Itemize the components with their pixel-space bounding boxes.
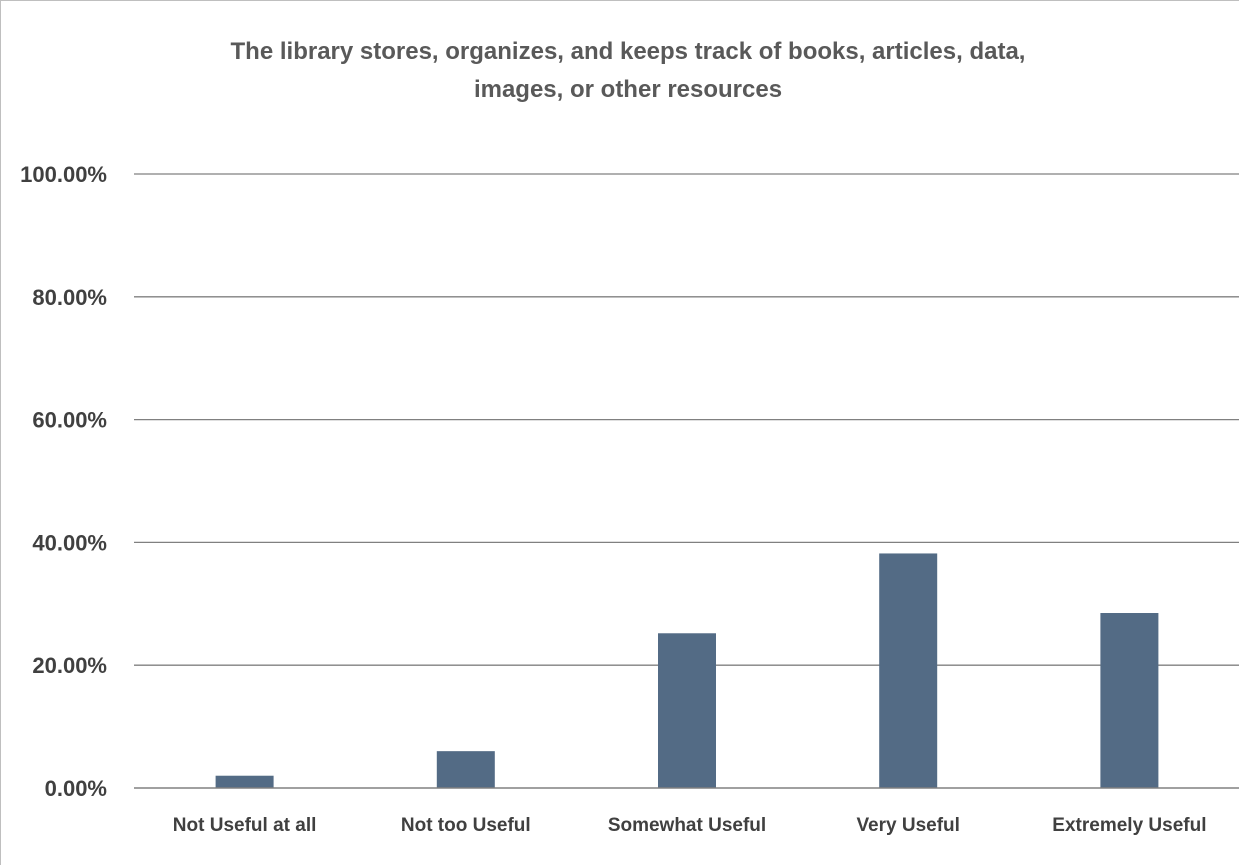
x-category-label: Extremely Useful bbox=[1052, 815, 1206, 836]
bars bbox=[215, 553, 1159, 788]
chart-title: The library stores, organizes, and keeps… bbox=[231, 38, 1026, 103]
chart-title-line-2: images, or other resources bbox=[474, 76, 782, 103]
bar bbox=[215, 775, 274, 788]
y-tick-label: 60.00% bbox=[32, 408, 107, 433]
x-axis-category-labels: Not Useful at all Not too Useful Somewhat … bbox=[173, 815, 1207, 836]
y-tick-label: 20.00% bbox=[32, 653, 107, 678]
y-tick-label: 80.00% bbox=[32, 285, 107, 310]
bar bbox=[658, 633, 716, 788]
chart-title-line-1: The library stores, organizes, and keeps… bbox=[231, 38, 1026, 65]
y-tick-label: 100.00% bbox=[20, 162, 107, 187]
bar bbox=[1100, 613, 1159, 788]
bar bbox=[436, 751, 495, 788]
bar bbox=[879, 553, 938, 788]
x-category-label: Very Useful bbox=[856, 815, 960, 836]
y-axis-tick-labels: 0.00% 20.00% 40.00% 60.00% 80.00% 100.00% bbox=[20, 162, 107, 801]
x-category-label: Not too Useful bbox=[401, 815, 531, 836]
gridlines bbox=[134, 173, 1239, 666]
x-category-label: Not Useful at all bbox=[173, 815, 317, 836]
x-category-label: Somewhat Useful bbox=[608, 815, 766, 836]
y-tick-label: 0.00% bbox=[45, 776, 107, 801]
y-tick-label: 40.00% bbox=[32, 530, 107, 555]
